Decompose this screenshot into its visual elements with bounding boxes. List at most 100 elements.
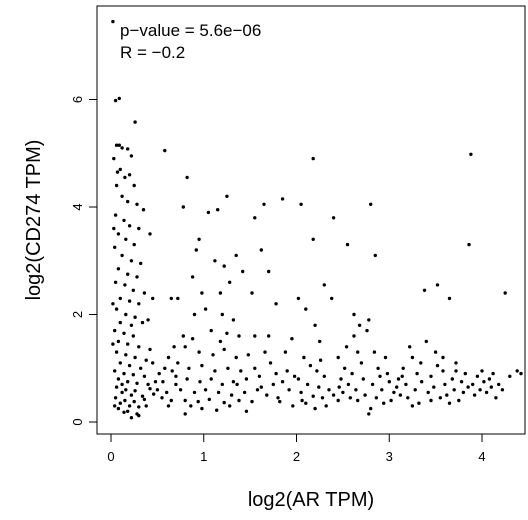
data-point-80	[132, 399, 136, 404]
data-point-229	[348, 396, 352, 400]
data-point-129	[203, 307, 208, 311]
data-point-92	[165, 390, 169, 395]
data-point-111	[181, 205, 185, 209]
data-point-49	[113, 328, 117, 333]
data-point-304	[500, 388, 505, 392]
data-point-128	[192, 312, 197, 317]
data-point-281	[447, 296, 452, 301]
data-point-313	[454, 369, 458, 373]
data-point-119	[234, 253, 238, 258]
data-point-123	[228, 280, 232, 284]
data-point-16	[126, 199, 130, 204]
data-point-166	[183, 398, 187, 403]
y-tick-label: 4	[70, 203, 85, 210]
data-point-210	[317, 385, 321, 389]
data-point-256	[392, 390, 396, 395]
data-point-175	[228, 404, 232, 408]
y-axis: 0 2 4 6	[70, 96, 98, 426]
data-point-219	[313, 406, 317, 411]
data-point-180	[263, 350, 267, 354]
data-point-120	[190, 275, 195, 279]
data-point-291	[469, 152, 473, 156]
data-point-245	[370, 382, 375, 387]
data-point-130	[220, 312, 224, 317]
data-point-162	[216, 390, 221, 395]
data-point-132	[181, 334, 185, 338]
data-point-218	[336, 398, 340, 403]
data-point-58	[133, 355, 137, 360]
data-point-191	[259, 385, 263, 389]
data-point-109	[117, 143, 122, 147]
data-point-94	[169, 398, 173, 403]
data-point-164	[242, 390, 247, 395]
plot-frame	[96, 5, 526, 435]
data-point-36	[131, 288, 135, 292]
data-point-213	[311, 394, 315, 398]
data-point-261	[401, 366, 405, 370]
data-point-178	[259, 248, 263, 252]
data-point-37	[142, 291, 147, 295]
data-point-146	[200, 363, 204, 368]
data-point-205	[308, 363, 313, 368]
data-point-63	[113, 369, 117, 373]
data-point-189	[292, 374, 297, 378]
data-point-199	[311, 237, 315, 241]
data-point-284	[454, 361, 458, 365]
data-point-8	[129, 154, 134, 158]
data-point-14	[114, 183, 119, 188]
data-point-271	[424, 339, 428, 344]
data-point-306	[508, 374, 512, 378]
data-point-254	[365, 328, 369, 333]
data-point-230	[356, 398, 360, 403]
data-point-239	[363, 393, 367, 397]
data-point-264	[408, 345, 412, 349]
data-point-84	[137, 405, 141, 409]
data-point-72	[124, 388, 128, 392]
data-point-17	[135, 202, 139, 206]
data-point-67	[116, 377, 121, 381]
data-point-41	[151, 296, 155, 301]
data-point-18	[141, 208, 146, 212]
data-point-21	[127, 224, 132, 228]
data-point-122	[218, 291, 223, 295]
data-point-77	[152, 392, 156, 396]
data-point-98	[166, 355, 171, 360]
data-point-276	[435, 283, 440, 287]
data-point-113	[197, 237, 201, 241]
data-point-30	[139, 261, 143, 266]
data-point-299	[487, 377, 492, 381]
data-point-4	[163, 148, 167, 153]
pvalue-annotation: p−value = 5.6e−06	[120, 21, 261, 40]
data-point-20	[122, 218, 126, 223]
data-point-184	[287, 388, 291, 392]
data-point-126	[176, 296, 180, 301]
data-point-52	[116, 339, 121, 344]
data-point-139	[197, 350, 201, 354]
data-point-116	[225, 194, 229, 198]
data-point-71	[114, 385, 119, 389]
data-point-104	[120, 382, 124, 387]
data-point-200	[296, 296, 301, 301]
data-point-57	[124, 353, 128, 357]
data-point-287	[461, 390, 466, 395]
data-point-211	[327, 388, 331, 392]
data-point-45	[146, 318, 150, 322]
data-point-39	[127, 299, 132, 303]
data-point-314	[435, 363, 440, 368]
data-point-234	[331, 216, 336, 220]
data-point-302	[494, 396, 498, 400]
data-point-293	[472, 393, 477, 397]
data-point-93	[153, 380, 158, 384]
data-point-3	[133, 120, 137, 124]
data-point-107	[112, 226, 116, 231]
data-point-198	[311, 156, 315, 161]
data-point-31	[116, 267, 121, 271]
data-point-89	[122, 410, 126, 414]
data-point-131	[231, 318, 236, 322]
data-point-235	[345, 242, 350, 247]
data-point-323	[235, 382, 239, 387]
data-point-194	[267, 334, 271, 338]
data-point-60	[118, 361, 123, 365]
data-point-34	[113, 280, 118, 284]
